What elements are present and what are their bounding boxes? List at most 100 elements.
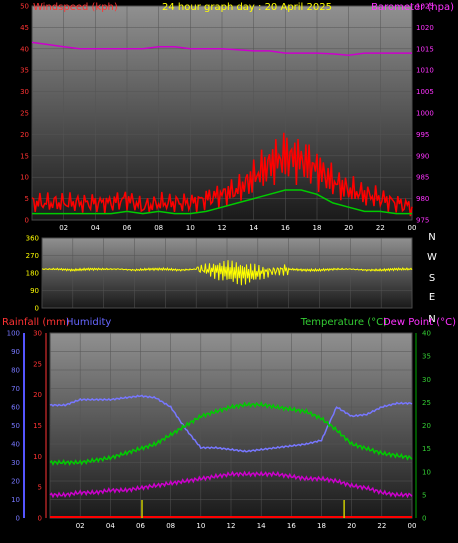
x-tick-label: 12 [218,224,227,232]
legend-temperature: Temperature (°C) [300,317,387,328]
barometer-tick-label: 975 [416,217,429,225]
x-tick-label: 00 [408,522,417,530]
direction-tick-label: 90 [30,287,39,295]
rainfall-tick-label: 10 [33,453,42,461]
temperature-tick-label: 0 [422,515,426,523]
legend-humidity: Humidity [66,317,111,328]
barometer-axis-label: Barometer (hpa) [371,2,454,13]
rainfall-tick-label: 20 [33,391,42,399]
wind-tick-label: 40 [20,45,29,53]
barometer-tick-label: 985 [416,174,429,182]
temperature-tick-label: 15 [422,445,431,453]
barometer-tick-label: 1025 [416,3,434,11]
rainfall-tick-label: 25 [33,360,42,368]
direction-tick-label: 270 [26,252,39,260]
direction-tick-label: 360 [26,235,39,243]
x-tick-label: 02 [76,522,85,530]
wind-direction-series [41,260,413,286]
barometer-line [31,41,412,56]
barometer-tick-label: 980 [416,195,429,203]
wind-tick-label: 10 [20,174,29,182]
temperature-tick-label: 35 [422,353,431,361]
wind-tick-label: 35 [20,67,29,75]
x-tick-label: 10 [186,224,195,232]
rainfall-tick-label: 15 [33,422,42,430]
x-tick-label: 06 [136,522,145,530]
wind-average-series [32,189,412,215]
wind-tick-label: 45 [20,24,29,32]
x-tick-label: 14 [249,224,258,232]
direction-letter: N [428,232,435,243]
barometer-tick-label: 1015 [416,45,434,53]
temperature-tick-label: 25 [422,399,431,407]
wind-tick-label: 20 [20,131,29,139]
humidity-tick-label: 60 [11,404,20,412]
rainfall-tick-label: 30 [33,330,42,338]
x-tick-label: 18 [317,522,326,530]
temperature-humidity-panel: 0 10 20 30 40 50 60 70 80 90 100 0 5 10 15 20 25 30 0 5 10… [2,317,456,530]
wind-tick-label: 5 [25,195,29,203]
direction-letter: E [429,292,435,303]
chart-title: 24 hour graph day : 20 April 2025 [162,2,332,13]
x-tick-label: 20 [344,224,353,232]
direction-tick-label: 180 [26,270,39,278]
wind-tick-label: 25 [20,110,29,118]
humidity-tick-label: 100 [7,330,20,338]
humidity-tick-label: 80 [11,367,20,375]
temperature-tick-label: 5 [422,491,426,499]
humidity-tick-label: 30 [11,459,20,467]
humidity-tick-label: 70 [11,385,20,393]
x-tick-label: 14 [257,522,266,530]
rainfall-tick-label: 0 [38,515,42,523]
temperature-tick-label: 10 [422,468,431,476]
x-tick-label: 16 [287,522,296,530]
direction-letter: N [428,314,435,325]
x-tick-label: 08 [166,522,175,530]
barometer-tick-label: 995 [416,131,429,139]
direction-tick-label: 0 [35,305,39,313]
x-tick-label: 00 [408,224,417,232]
humidity-tick-label: 20 [11,478,20,486]
rainfall-tick-label: 5 [38,484,42,492]
barometer-tick-label: 990 [416,152,429,160]
x-tick-label: 08 [154,224,163,232]
temperature-tick-label: 20 [422,422,431,430]
wind-tick-label: 50 [20,3,29,11]
x-tick-label: 12 [227,522,236,530]
barometer-tick-label: 1005 [416,88,434,96]
humidity-tick-label: 10 [11,496,20,504]
barometer-tick-label: 1010 [416,67,434,75]
wind-tick-label: 30 [20,88,29,96]
temperature-tick-label: 40 [422,330,431,338]
temperature-tick-label: 30 [422,376,431,384]
x-tick-label: 02 [59,224,68,232]
series-humidity [49,394,413,453]
barometer-tick-label: 1020 [416,24,434,32]
x-tick-label: 20 [347,522,356,530]
direction-letter: W [427,252,437,263]
wind-axis-label: Windspeed (kph) [33,2,118,13]
x-tick-label: 16 [281,224,290,232]
x-tick-label: 10 [196,522,205,530]
legend-rainfall: Rainfall (mm) [2,317,70,328]
wind-tick-label: 0 [25,217,29,225]
wind-tick-label: 15 [20,152,29,160]
x-tick-label: 06 [123,224,132,232]
x-tick-label: 04 [106,522,115,530]
x-tick-label: 04 [91,224,100,232]
barometer-tick-label: 1000 [416,110,434,118]
x-tick-label: 22 [377,522,386,530]
humidity-tick-label: 50 [11,422,20,430]
x-tick-label: 22 [376,224,385,232]
humidity-tick-label: 40 [11,441,20,449]
series-temperature-c- [49,401,413,466]
wind-gust-series [31,132,413,217]
direction-letter: S [429,273,435,284]
humidity-tick-label: 90 [11,348,20,356]
humidity-tick-label: 0 [16,515,20,523]
series-dew-point-c- [49,470,413,499]
x-tick-label: 18 [313,224,322,232]
